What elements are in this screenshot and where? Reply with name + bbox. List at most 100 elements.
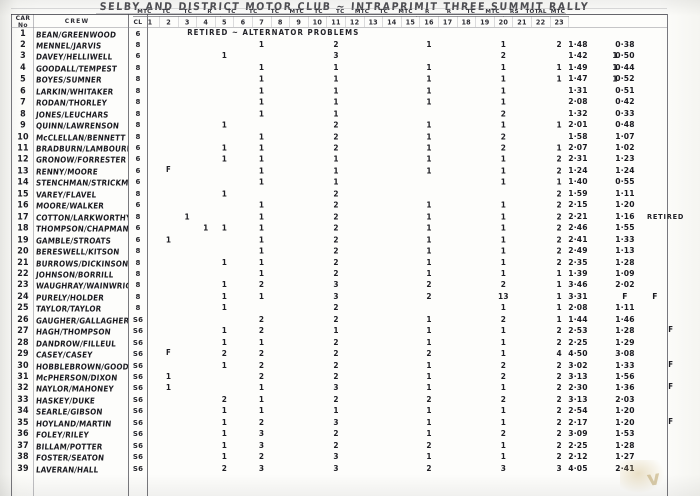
- row-cell-col-16: 2: [426, 463, 432, 474]
- column-tick: [512, 16, 514, 27]
- row-crew-name: PURELY/HOLDER: [35, 292, 105, 303]
- row-cell-col-29: F: [668, 325, 674, 335]
- row-total-2: 1·24: [615, 165, 635, 176]
- row-cell-col-16: 1: [426, 245, 432, 256]
- table-row: 32 NAYLOR/MAHONEY S6 1 1 3 1 1 2 F 2·30 1·36: [0, 383, 700, 394]
- row-cell-col-23: 2: [556, 39, 562, 50]
- row-cell-col-7: 1: [258, 39, 265, 50]
- row-cell-col-26: 1: [612, 73, 618, 84]
- row-crew-name: GOODALL/TEMPEST: [35, 63, 118, 74]
- column-tick: [289, 16, 291, 27]
- row-cell-col-11: 2: [333, 119, 339, 130]
- row-cell-col-16: 1: [426, 73, 432, 84]
- row-total-1: 1·44: [568, 314, 588, 325]
- row-cell-col-16: 2: [426, 291, 432, 302]
- row-cell-col-20: 13: [498, 291, 509, 302]
- row-cell-col-16: 2: [426, 279, 432, 290]
- row-total-2: 1·02: [615, 142, 635, 153]
- table-row: 15 VAREY/FLAVEL 8 1 2 2 1·59 1·11: [0, 188, 700, 200]
- row-car-number: 39: [17, 463, 29, 474]
- row-cell-col-11: 2: [333, 257, 339, 267]
- row-cell-col-11: 2: [333, 440, 339, 451]
- row-total-1: 2·08: [568, 96, 588, 107]
- table-row: 5 BOYES/SUMNER 8 1 1 1 1 1 1 1·47 0·52: [0, 74, 700, 85]
- row-cell-col-16: 1: [426, 428, 432, 439]
- column-number-5: 5: [222, 17, 227, 27]
- row-cell-col-11: 1: [333, 108, 339, 119]
- row-cell-col-16: 1: [426, 337, 432, 348]
- section-tag-mtc-7: MTC: [285, 9, 308, 17]
- row-cell-col-7: 1: [258, 394, 265, 405]
- row-cell-col-7: 2: [258, 325, 265, 336]
- row-car-number: 24: [17, 291, 29, 302]
- row-cell-col-23: 1: [556, 73, 562, 84]
- row-class: S6: [132, 407, 144, 416]
- column-tick: [456, 16, 458, 27]
- row-cell-col-20: 2: [500, 394, 507, 405]
- row-total-1: 3·09: [568, 428, 588, 439]
- row-cell-col-5: 1: [221, 291, 228, 302]
- row-cell-col-16: 1: [426, 371, 432, 382]
- row-cell-col-20: 1: [500, 73, 507, 84]
- row-cell-col-11: 3: [333, 451, 339, 462]
- row-cell-col-20: 1: [500, 268, 507, 279]
- row-crew-name: CASEY/CASEY: [35, 349, 94, 360]
- table-row: 27 HAGH/THOMPSON S6 1 2 1 1 1 2 F 2·53 1·28: [0, 326, 700, 337]
- row-total-1: 1·32: [568, 108, 588, 119]
- row-cell-col-5: 2: [221, 463, 228, 474]
- row-cell-col-11: 2: [333, 211, 339, 222]
- row-cell-col-16: 1: [426, 360, 432, 370]
- row-class: S6: [132, 361, 144, 370]
- row-total-2: 0·38: [615, 39, 635, 50]
- column-tick: [214, 16, 216, 27]
- row-total-1: 2·31: [568, 154, 588, 164]
- row-car-number: 8: [20, 108, 26, 119]
- row-car-number: 9: [20, 119, 26, 130]
- row-cell-col-7: 1: [258, 234, 265, 245]
- row-car-number: 34: [17, 405, 29, 416]
- section-tag-mtc-19: MTC: [546, 9, 569, 17]
- row-total-2: 1·11: [615, 302, 635, 313]
- column-number-20: 20: [498, 17, 509, 27]
- row-crew-name: HASKEY/DUKE: [35, 395, 96, 406]
- table-row: 8 JONES/LEUCHARS 8 1 1 2 1·32 0·33: [0, 108, 700, 120]
- table-row: 13 RENNY/MOORE 6 F 1 1 1 1 2 1·24 1·24: [0, 165, 700, 177]
- row-crew-name: MENNEL/JARVIS: [35, 40, 102, 51]
- table-row: 28 DANDROW/FILLEUL S6 1 1 2 1 1 2 2·25 1·29: [0, 337, 700, 349]
- row-cell-col-23: 2: [556, 394, 562, 405]
- row-car-number: 22: [17, 268, 29, 279]
- row-car-number: 25: [17, 302, 29, 313]
- section-tag-total-18: TOTAL: [525, 9, 548, 17]
- row-class: 8: [135, 109, 141, 118]
- row-cell-col-7: 3: [258, 440, 265, 451]
- row-class: 8: [135, 258, 141, 267]
- row-total-1: 4·50: [568, 348, 588, 359]
- row-cell-col-7: 1: [258, 405, 265, 416]
- row-cell-col-20: 2: [500, 360, 507, 370]
- row-class: S6: [132, 395, 144, 404]
- row-car-number: 29: [17, 348, 29, 359]
- table-row: 30HOBBLEBROWN/GOODYEARSS6122122F13·021·3…: [0, 360, 700, 372]
- row-car-number: 27: [17, 325, 29, 336]
- column-tick: [438, 16, 439, 27]
- row-car-number: 10: [17, 131, 29, 141]
- row-cell-col-4: 1: [203, 222, 209, 233]
- row-total-2: F: [622, 291, 628, 302]
- row-cell-col-23: 1: [556, 176, 562, 187]
- column-tick: [233, 16, 235, 27]
- row-cell-col-7: 1: [258, 199, 265, 210]
- row-car-number: 7: [20, 96, 26, 107]
- row-right-note: RETIRED: [647, 212, 685, 221]
- table-row: 3 DAVEY/HELLIWELL 6 1 3 2 1 1·42 0·50: [0, 51, 700, 62]
- column-number-19: 19: [480, 17, 490, 27]
- row-cell-col-7: 1: [258, 153, 265, 164]
- row-total-2: 0·55: [615, 176, 635, 187]
- row-crew-name: COTTON/LARKWORTHY: [35, 212, 129, 223]
- row-cell-col-5: 1: [221, 279, 228, 290]
- row-cell-col-11: 2: [333, 222, 339, 233]
- row-car-number: 38: [17, 451, 29, 462]
- row-total-1: 1·49: [568, 62, 588, 73]
- row-cell-col-16: 1: [426, 62, 432, 73]
- table-row: 37 BILLAM/POTTER S6 1 3 2 2 1 2 2·25 1·28: [0, 440, 700, 452]
